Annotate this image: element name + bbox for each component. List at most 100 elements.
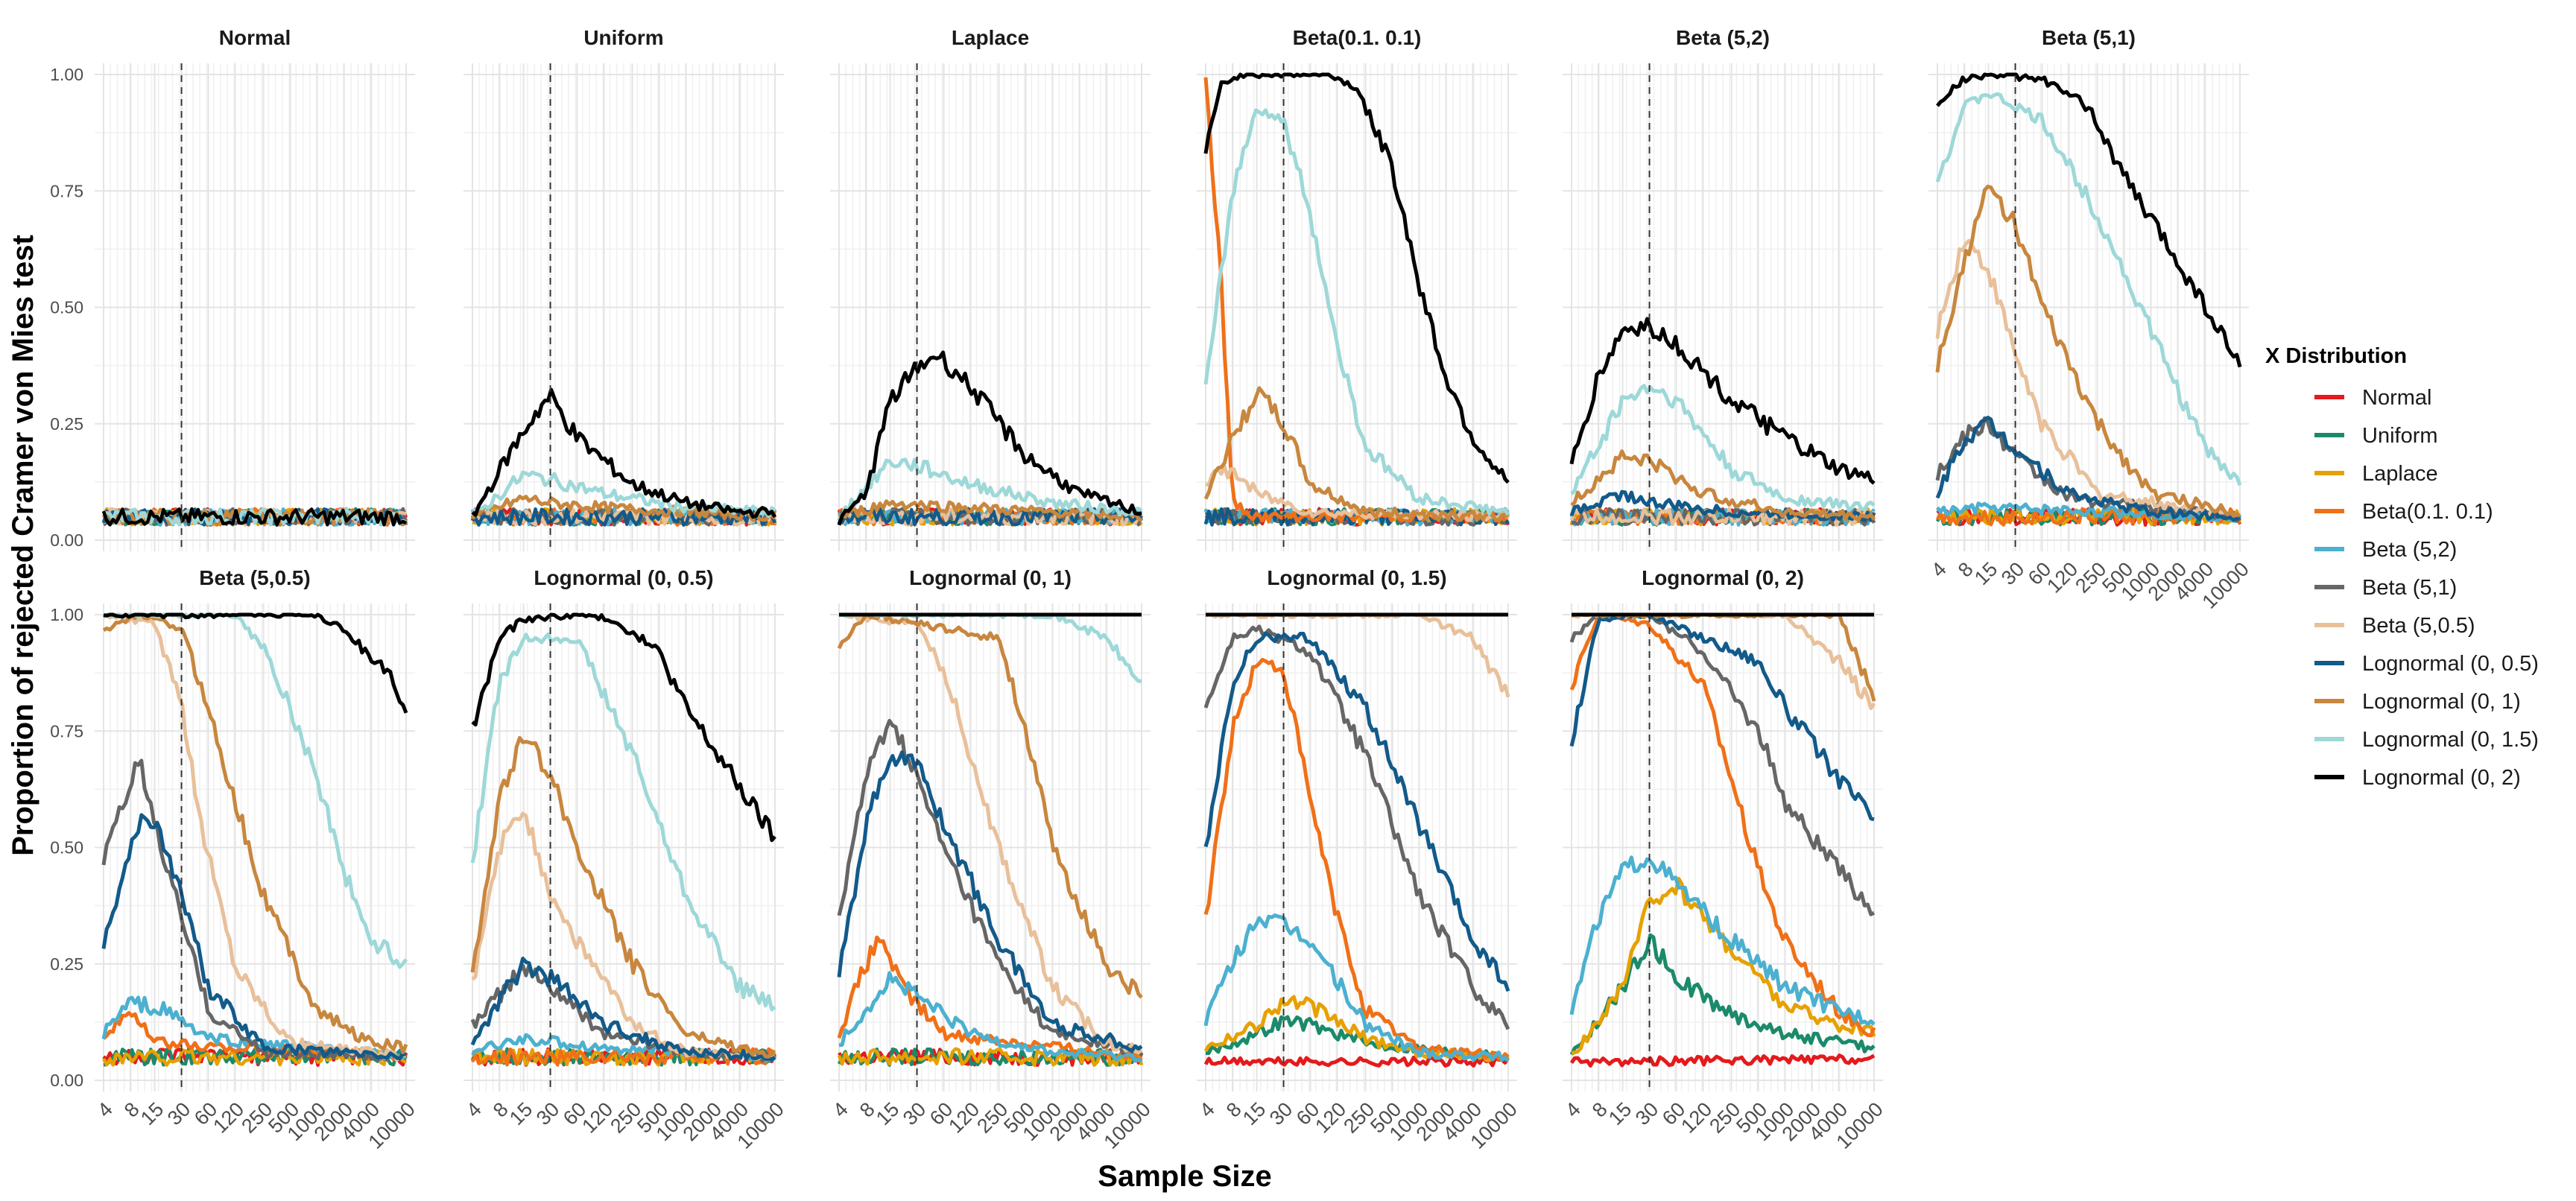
series-line bbox=[1203, 624, 1510, 1030]
series-line bbox=[838, 612, 1143, 1055]
legend-label: Beta (5,1) bbox=[2362, 576, 2457, 600]
legend-label: Lognormal (0, 0.5) bbox=[2362, 652, 2539, 676]
facet-title: Beta (5,2) bbox=[1676, 26, 1770, 49]
series-line bbox=[1203, 108, 1510, 516]
series-line bbox=[1203, 913, 1510, 1062]
y-tick-label: 0.25 bbox=[50, 414, 83, 434]
y-tick-label: 0.50 bbox=[50, 298, 83, 317]
series-line bbox=[470, 632, 776, 1012]
series-line bbox=[101, 813, 407, 1061]
legend-label: Beta (5,2) bbox=[2362, 538, 2457, 562]
facet-panel: Uniform bbox=[463, 26, 784, 551]
series-line bbox=[102, 612, 408, 1054]
y-tick-label: 0.75 bbox=[50, 721, 83, 741]
legend-item: Lognormal (0, 2) bbox=[2314, 766, 2521, 790]
legend-item: Normal bbox=[2314, 386, 2431, 410]
facet-panel: Lognormal (0, 1)4 81530601202505001000200… bbox=[829, 566, 1155, 1153]
facet-panel: Laplace bbox=[830, 26, 1151, 551]
series-line bbox=[1936, 72, 2242, 368]
panels: Normal 0.00 0.25 0.50 0.75 1.00 Uniform Laplace… bbox=[50, 26, 2253, 1153]
series-line bbox=[470, 494, 776, 522]
series-line bbox=[1935, 92, 2242, 487]
series-line bbox=[470, 470, 776, 519]
series-line bbox=[103, 612, 408, 714]
y-tick-label: 1.00 bbox=[50, 605, 83, 624]
series-line bbox=[1569, 317, 1876, 485]
facet-title: Laplace bbox=[952, 26, 1029, 49]
legend-item: Lognormal (0, 1) bbox=[2314, 690, 2521, 714]
series-line bbox=[1203, 386, 1510, 522]
legend-label: Lognormal (0, 2) bbox=[2362, 766, 2521, 790]
legend-items: Normal Uniform Laplace Beta(0.1. 0.1) Beta (… bbox=[2314, 386, 2539, 790]
series-line bbox=[1203, 657, 1510, 1061]
legend-label: Lognormal (0, 1) bbox=[2362, 690, 2521, 714]
legend-item: Beta(0.1. 0.1) bbox=[2314, 500, 2493, 524]
y-axis-title: Proportion of rejected Cramer von Mies t… bbox=[7, 235, 39, 856]
legend-item: Laplace bbox=[2314, 462, 2438, 486]
facet-panel: Beta (5,0.5)0.000.250.500.751.004 8153060… bbox=[50, 566, 420, 1153]
series-line bbox=[101, 507, 408, 527]
series-line bbox=[1203, 1055, 1510, 1068]
legend-label: Uniform bbox=[2362, 424, 2438, 448]
series-line bbox=[1935, 501, 2242, 523]
legend: X Distribution Normal Uniform Laplace Beta(… bbox=[2265, 344, 2539, 790]
y-tick-label: 0.25 bbox=[50, 954, 83, 974]
legend-label: Lognormal (0, 1.5) bbox=[2362, 728, 2539, 752]
facet-panel: Beta (5,2) bbox=[1563, 26, 1883, 551]
x-tick-label: 4 bbox=[829, 1098, 852, 1122]
legend-item: Lognormal (0, 0.5) bbox=[2314, 652, 2539, 676]
y-tick-label: 0.00 bbox=[50, 1071, 83, 1090]
series-line bbox=[1203, 631, 1510, 992]
facet-title: Normal bbox=[219, 26, 291, 49]
series-line bbox=[470, 735, 776, 1059]
facet-title: Beta(0.1. 0.1) bbox=[1293, 26, 1422, 49]
facet-panel: Normal 0.00 0.25 0.50 0.75 1.00 bbox=[50, 26, 415, 551]
series-line bbox=[1569, 855, 1876, 1026]
series-line bbox=[837, 350, 1142, 526]
facet-title: Beta (5,0.5) bbox=[199, 566, 310, 589]
facet-panel: Lognormal (0, 2)4 81530601202505001000200… bbox=[1561, 566, 1887, 1153]
legend-item: Uniform bbox=[2314, 424, 2438, 448]
legend-item: Lognormal (0, 1.5) bbox=[2314, 728, 2539, 752]
series-line bbox=[1935, 184, 2241, 518]
series-line bbox=[471, 612, 776, 843]
series-line bbox=[838, 457, 1143, 522]
facet-panel: Lognormal (0, 0.5)4 815306012025050010002… bbox=[462, 566, 788, 1153]
series-line bbox=[1569, 1053, 1876, 1068]
legend-title: X Distribution bbox=[2265, 344, 2407, 368]
legend-label: Beta (5,0.5) bbox=[2362, 614, 2475, 638]
series-line bbox=[1935, 416, 2241, 522]
series-line bbox=[1569, 489, 1876, 522]
facet-panel: Lognormal (0, 1.5)4 815306012025050010002… bbox=[1195, 566, 1522, 1153]
legend-item: Beta (5,0.5) bbox=[2314, 614, 2475, 638]
legend-label: Laplace bbox=[2362, 462, 2438, 486]
x-tick-label: 4 bbox=[1195, 1098, 1219, 1122]
x-axis-title: Sample Size bbox=[1098, 1160, 1271, 1193]
series-line bbox=[471, 387, 777, 519]
facet-title: Lognormal (0, 1) bbox=[909, 566, 1072, 589]
x-tick-label: 4 bbox=[1561, 1098, 1585, 1122]
y-tick-label: 0.50 bbox=[50, 838, 83, 858]
series-line bbox=[837, 612, 1143, 999]
legend-label: Normal bbox=[2362, 386, 2431, 410]
series-line bbox=[837, 750, 1143, 1053]
series-line bbox=[838, 971, 1143, 1063]
series-line bbox=[1570, 384, 1876, 512]
y-tick-label: 0.00 bbox=[50, 530, 83, 550]
series-line bbox=[837, 718, 1144, 1056]
facet-title: Lognormal (0, 1.5) bbox=[1267, 566, 1446, 589]
series-line bbox=[102, 1047, 408, 1067]
series-line bbox=[1570, 449, 1876, 522]
series-line bbox=[1569, 612, 1875, 822]
y-tick-label: 1.00 bbox=[50, 65, 83, 84]
facet-title: Uniform bbox=[583, 26, 663, 49]
x-tick-label: 4 bbox=[1927, 558, 1951, 582]
series-line bbox=[1203, 72, 1510, 484]
facet-title: Lognormal (0, 2) bbox=[1642, 566, 1804, 589]
legend-item: Beta (5,1) bbox=[2314, 576, 2457, 600]
facet-panel: Beta(0.1. 0.1) bbox=[1197, 26, 1517, 551]
legend-item: Beta (5,2) bbox=[2314, 538, 2457, 562]
x-tick-label: 4 bbox=[93, 1098, 117, 1122]
y-tick-label: 0.75 bbox=[50, 181, 83, 200]
